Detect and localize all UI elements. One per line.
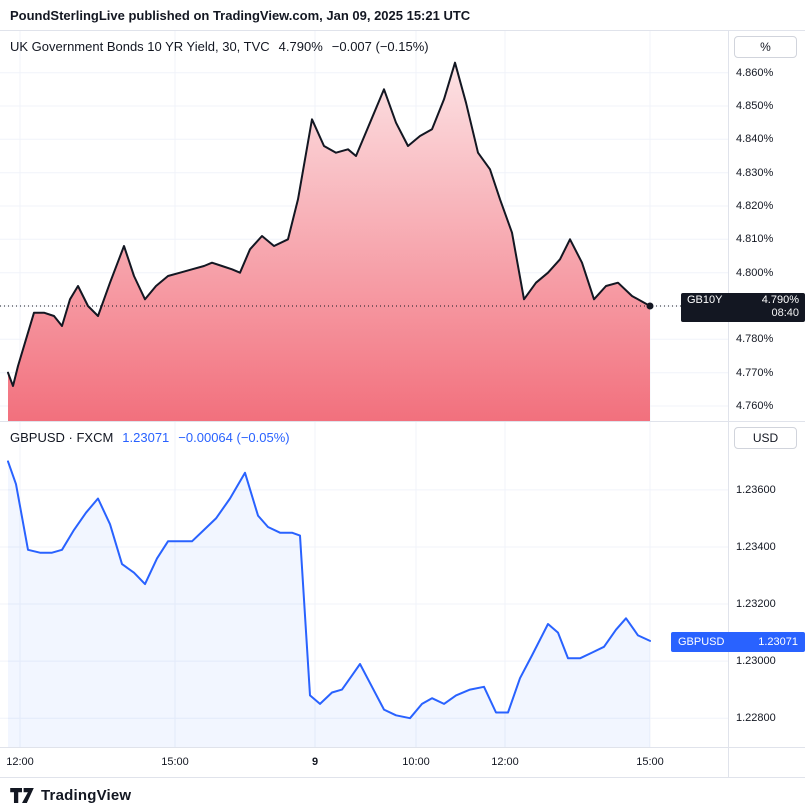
fx-axis-unit-box[interactable]: USD <box>734 427 797 449</box>
time-tick-label: 10:00 <box>402 756 430 768</box>
price-tick-label: 4.800% <box>736 266 774 279</box>
tradingview-brand-text[interactable]: TradingView <box>41 786 132 804</box>
price-tick-label: 4.840% <box>736 133 774 146</box>
fx-legend: GBPUSD · FXCM 1.23071 −0.00064 (−0.05%) <box>10 430 290 445</box>
footer: TradingView <box>0 778 805 812</box>
bond-badge-countdown: 08:40 <box>771 307 799 319</box>
fx-change-value: −0.00064 (−0.05%) <box>178 430 290 445</box>
chart-area: UK Government Bonds 10 YR Yield, 30, TVC… <box>0 30 805 778</box>
attribution-text: PoundSterlingLive published on TradingVi… <box>10 7 471 23</box>
bond-price-axis[interactable]: % 4.860% 4.850% 4.840% 4.830% 4.820% 4.810% 4.… <box>728 31 805 422</box>
price-tick-label: 4.820% <box>736 200 774 212</box>
fx-line-chart[interactable] <box>0 422 728 747</box>
price-tick-label: 4.850% <box>736 100 774 112</box>
time-tick-label: 12:00 <box>6 756 34 768</box>
price-tick-label: 4.810% <box>736 233 774 246</box>
price-tick-label: 1.23000 <box>736 655 776 668</box>
fx-last-value: 1.23071 <box>122 430 170 445</box>
bond-badge-symbol: GB10Y <box>687 294 723 306</box>
fx-symbol-title[interactable]: GBPUSD · FXCM <box>10 430 114 445</box>
price-tick-label: 4.860% <box>736 66 774 79</box>
time-tick-label: 15:00 <box>636 756 664 768</box>
time-tick-label: 15:00 <box>161 756 189 768</box>
price-tick-label: 1.22800 <box>736 712 776 725</box>
fx-price-badge: GBPUSD 1.23071 <box>671 631 805 652</box>
bond-area-chart[interactable] <box>0 31 728 421</box>
price-tick-label: 4.780% <box>736 333 774 346</box>
price-tick-label: 4.770% <box>736 366 774 379</box>
fx-panel[interactable]: GBPUSD · FXCM 1.23071 −0.00064 (−0.05%) <box>0 422 728 748</box>
price-tick-label: 4.760% <box>736 400 774 412</box>
price-tick-label: 4.830% <box>736 166 774 179</box>
bond-symbol-title[interactable]: UK Government Bonds 10 YR Yield, 30, TVC <box>10 39 270 54</box>
price-tick-label: 1.23600 <box>736 483 776 496</box>
tradingview-logo-icon[interactable] <box>10 787 34 803</box>
price-tick-label: 1.23400 <box>736 540 776 553</box>
bond-legend: UK Government Bonds 10 YR Yield, 30, TVC… <box>10 39 429 54</box>
bond-badge-price: 4.790% <box>761 294 799 306</box>
bond-panel[interactable]: UK Government Bonds 10 YR Yield, 30, TVC… <box>0 31 728 422</box>
time-axis-corner <box>728 748 805 777</box>
bond-price-badge: GB10Y 4.790% 08:40 <box>681 293 805 322</box>
fx-badge-symbol: GBPUSD <box>678 635 725 648</box>
time-tick-label: 12:00 <box>491 756 519 768</box>
time-axis[interactable]: 12:00 15:00 9 10:00 12:00 15:00 <box>0 748 728 777</box>
attribution-header: PoundSterlingLive published on TradingVi… <box>0 0 805 30</box>
fx-badge-price: 1.23071 <box>758 635 798 648</box>
bond-axis-unit-box[interactable]: % <box>734 36 797 58</box>
bond-change-value: −0.007 (−0.15%) <box>331 39 429 54</box>
price-tick-label: 1.23200 <box>736 598 776 611</box>
time-tick-label: 9 <box>311 756 319 768</box>
bond-last-value: 4.790% <box>278 39 323 54</box>
fx-price-axis[interactable]: USD 1.23600 1.23400 1.23200 1.23000 1.22800 <box>728 422 805 748</box>
